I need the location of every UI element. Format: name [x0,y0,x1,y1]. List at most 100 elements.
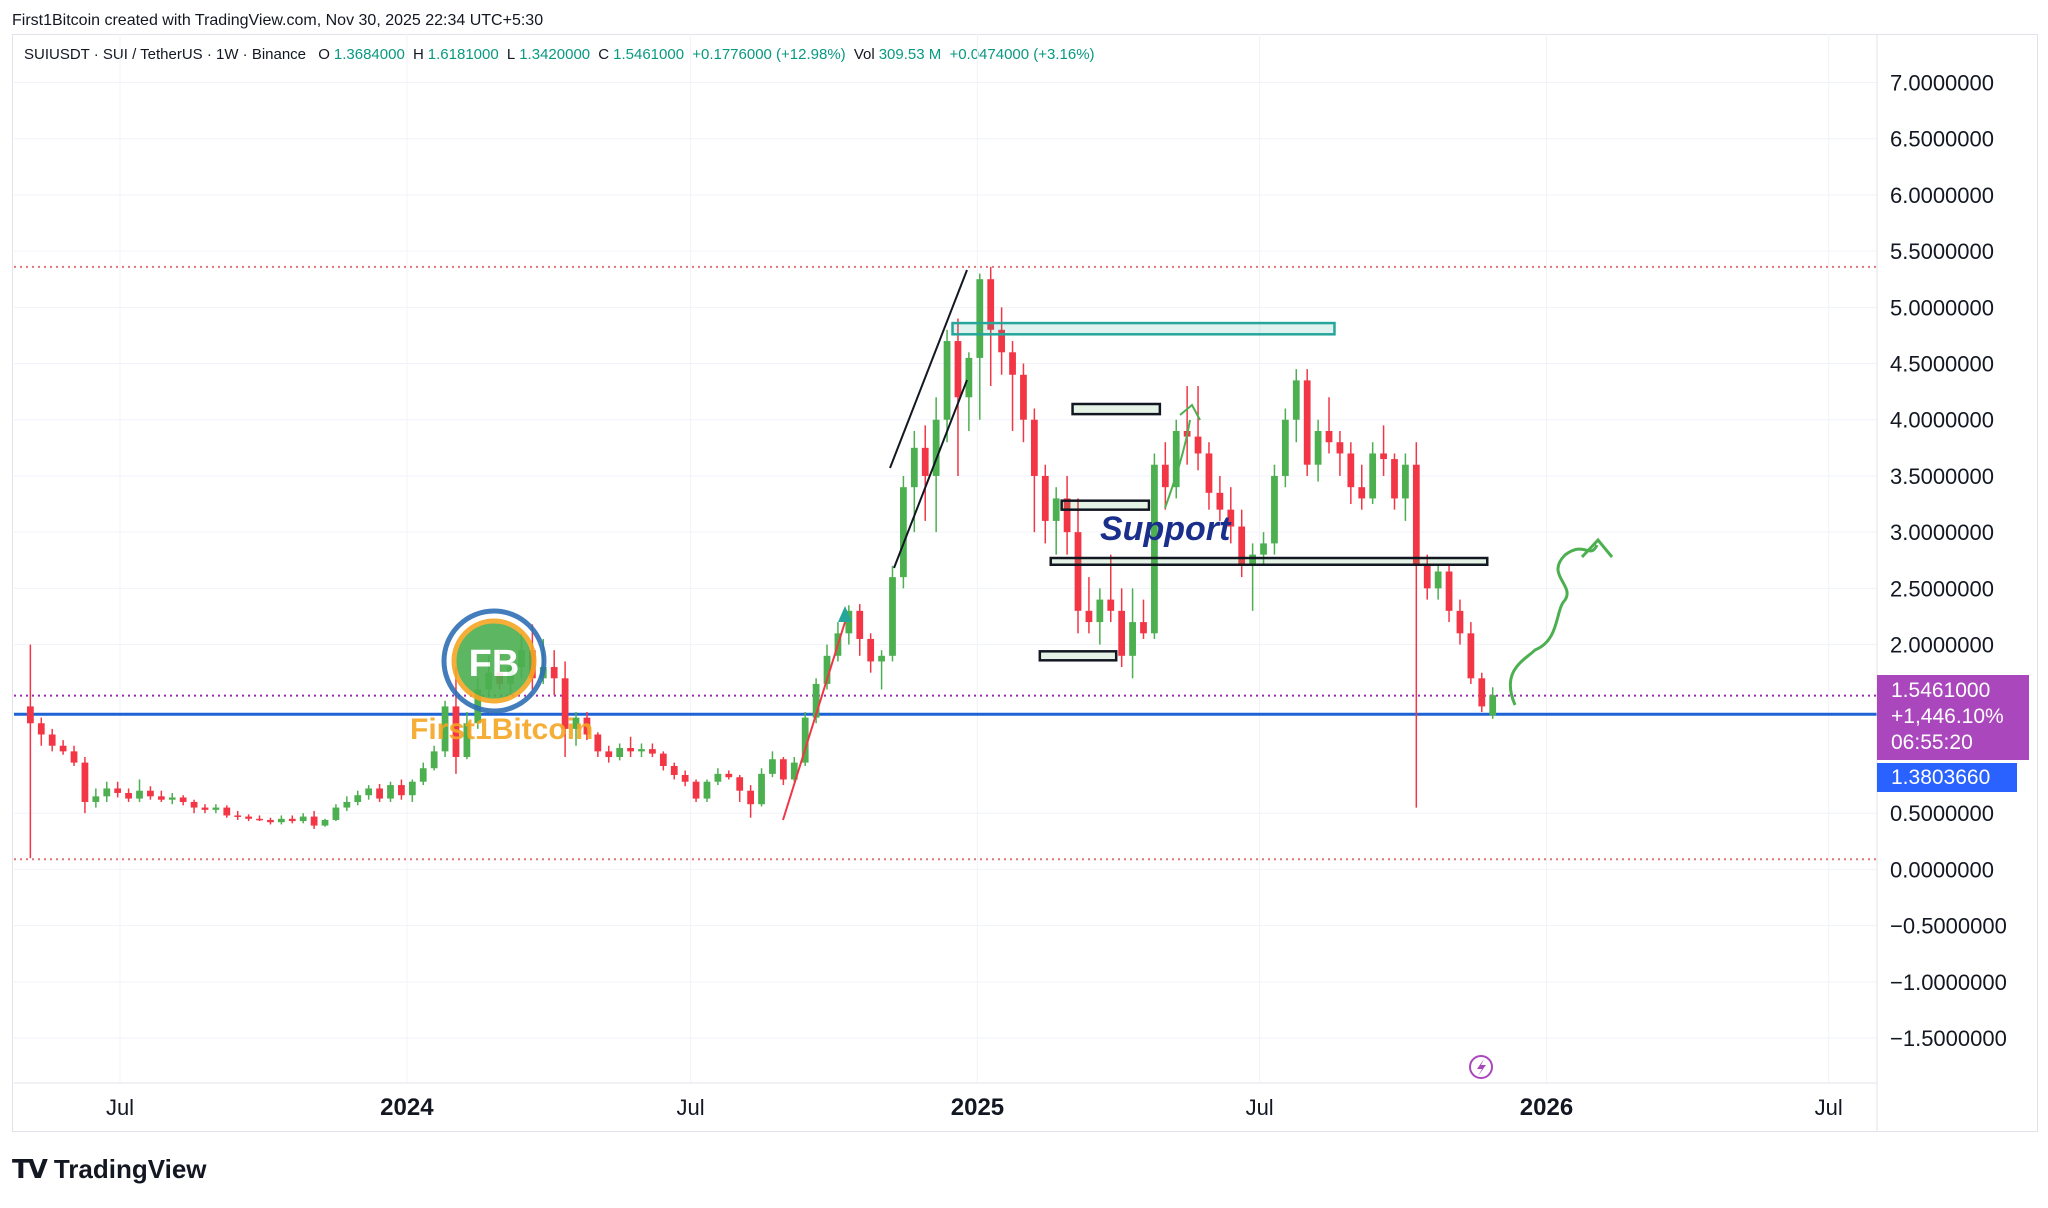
teal-zone [951,321,1336,336]
candle-body [1260,543,1267,555]
candle-body [1314,430,1322,465]
candle-body [867,638,875,662]
candle-body [714,773,722,782]
y-tick-label: 0.0000000 [1890,857,1994,882]
candle-body [267,819,274,823]
y-tick-label: −1.0000000 [1890,970,2007,995]
candle-body [157,796,165,800]
candle-body [343,801,351,808]
close-label: C [598,46,610,63]
y-tick-label: 7.0000000 [1890,70,1994,95]
candle-body [201,807,209,810]
candle-body [812,683,820,718]
tradingview-logo[interactable]: TV TradingView [12,1154,207,1185]
candle-body [845,610,853,634]
candle-body [1358,487,1366,499]
annotation-drawings: Support [782,269,1614,821]
change-value: +0.1776000 (+12.98%) [692,46,846,63]
y-tick-label: 5.0000000 [1890,295,1994,320]
open-value: 1.3684000 [333,46,405,63]
candle-body [692,781,700,799]
candle-body [1391,459,1398,499]
y-tick-label: 3.0000000 [1890,520,1994,545]
candle-body [1052,498,1060,521]
candle-body [419,768,427,782]
blue-line-badge: 1.3803660 [1877,763,2017,792]
candle-body [1009,352,1016,375]
candle-body [321,819,329,826]
candle-body [452,706,460,757]
candle-body [1434,571,1442,589]
candle-body [725,773,733,778]
zone-3.2 [1060,499,1151,511]
candle-body [408,781,416,796]
candle-body [1107,599,1115,611]
candle-body [310,816,318,826]
candle-body [136,790,143,799]
candle-body [1402,464,1409,499]
first1bitcoin-watermark: FB First1Bitcoin [410,608,593,746]
candle-body [212,807,220,810]
candle-body [332,807,340,820]
candle-body [954,341,962,398]
candle-body [234,815,242,817]
x-tick-label: 2024 [380,1094,434,1121]
candle-body [943,341,951,420]
candle-body [878,655,885,662]
zone-1.9 [1038,650,1118,662]
close-value: 1.5461000 [613,46,685,63]
candle-body [790,762,798,780]
x-tick-label: Jul [677,1095,705,1120]
y-tick-label: 6.5000000 [1890,127,1994,152]
channel-lower-line [893,379,968,569]
candle-body [376,788,383,799]
candle-body [1423,565,1431,589]
x-tick-label: 2025 [951,1094,1004,1121]
candle-body [1478,678,1486,707]
low-value: 1.3420000 [519,46,591,63]
candle-body [1249,554,1257,566]
lightning-icon[interactable] [1469,1055,1493,1079]
candles-layer [26,266,1497,859]
candle-body [1489,695,1497,716]
candle-body [1216,492,1224,510]
candle-body [801,717,809,763]
candle-body [365,788,373,796]
y-tick-label: −0.5000000 [1890,914,2007,939]
horizontal-lines-layer [14,265,1877,861]
y-tick-label: 3.5000000 [1890,464,1994,489]
candle-body [463,723,471,757]
high-label: H [412,46,424,63]
axis-layer: 7.0000000 6.5000000 6.0000000 5.5000000 5.00… [14,34,2007,1132]
candle-body [1380,453,1387,460]
candle-body [441,706,449,752]
candle-body [1041,475,1049,521]
candle-body [190,801,198,808]
candle-body [638,749,645,752]
candle-body [70,751,78,763]
chart-credit: First1Bitcoin created with TradingView.c… [12,12,544,29]
candle-body [987,279,995,330]
candle-body [245,816,253,819]
candle-body [179,797,187,802]
candle-body [147,790,154,797]
candle-body [572,717,580,729]
candle-body [1030,419,1038,476]
badge-price: 1.5461000 [1891,679,1991,702]
watermark-text: First1Bitcoin [410,713,593,746]
candle-body [856,610,864,639]
candle-body [561,678,569,729]
candle-body [627,747,634,752]
candle-body [976,279,984,358]
channel-upper-line [889,269,968,469]
candle-body [1085,610,1093,623]
badge-countdown: 06:55:20 [1891,731,1973,754]
candle-body [1074,532,1082,611]
candle-body [550,667,558,679]
candle-body [1271,475,1278,544]
candle-body [921,447,929,476]
candle-body [1281,419,1289,476]
candle-body [605,751,613,757]
candle-body [354,795,362,802]
